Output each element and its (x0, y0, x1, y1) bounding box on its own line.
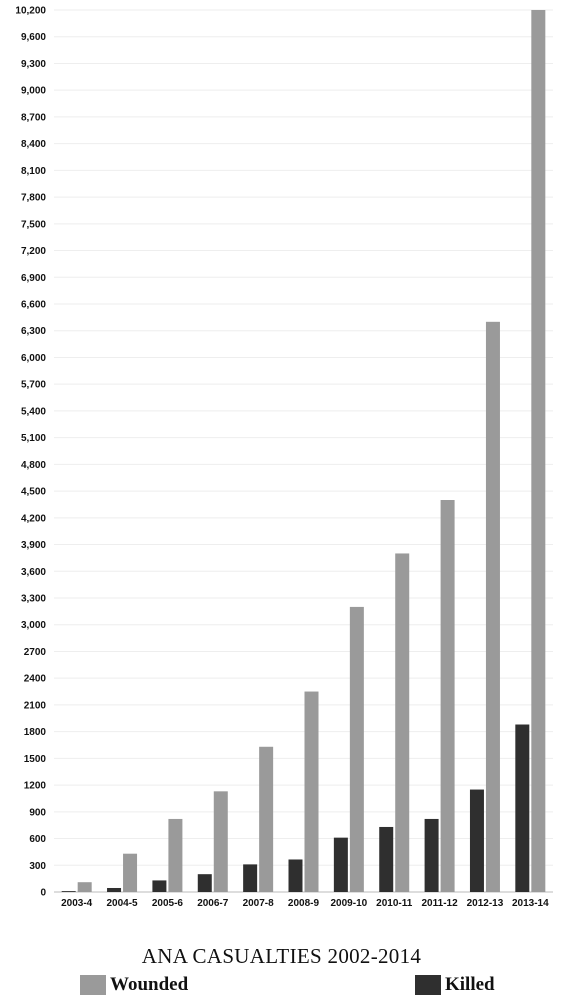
y-tick-label: 5,700 (21, 380, 46, 391)
y-tick-label: 5,400 (21, 406, 46, 417)
y-tick-label: 3,900 (21, 540, 46, 551)
bar-killed (152, 880, 167, 892)
legend-killed: Killed (415, 974, 495, 996)
x-tick-label: 2003-4 (61, 898, 93, 909)
y-tick-label: 5,100 (21, 433, 46, 444)
y-tick-label: 6,000 (21, 353, 46, 364)
x-axis-ticks: 2003-4 2004-5 2005-6 2006-7 2007-8 2008-9 2009… (61, 898, 549, 909)
bar-killed (469, 789, 484, 892)
bar-wounded (349, 606, 364, 892)
y-tick-label: 0 (40, 888, 46, 899)
y-tick-label: 7,200 (21, 246, 46, 257)
legend-killed-label: Killed (445, 974, 495, 995)
x-tick-label: 2012-13 (467, 898, 504, 909)
y-tick-label: 2100 (24, 700, 47, 711)
y-tick-label: 8,700 (21, 112, 46, 123)
y-tick-label: 9,300 (21, 59, 46, 70)
y-tick-label: 9,000 (21, 86, 46, 97)
y-axis-ticks: 0 300 600 900 1200 1500 1800 2100 2400 2700 3,000 3… (15, 6, 46, 899)
chart-title: ANA CASUALTIES 2002-2014 (141, 944, 422, 968)
x-tick-label: 2009-10 (331, 898, 368, 909)
legend-wounded-swatch (80, 975, 106, 995)
bar-killed (379, 826, 394, 892)
bar-wounded (531, 10, 546, 892)
bar-killed (61, 891, 76, 892)
bar-killed (107, 887, 122, 892)
x-tick-label: 2011-12 (422, 898, 459, 909)
x-tick-label: 2013-14 (512, 898, 549, 909)
y-tick-label: 8,100 (21, 166, 46, 177)
bar-wounded (395, 553, 410, 892)
y-tick-label: 9,600 (21, 32, 46, 43)
bar-killed (333, 837, 348, 892)
legend-wounded-label: Wounded (110, 974, 189, 995)
y-tick-label: 6,300 (21, 326, 46, 337)
y-tick-label: 3,600 (21, 567, 46, 578)
bar-wounded (259, 746, 274, 892)
bar-wounded (213, 791, 228, 892)
legend-killed-swatch (415, 975, 441, 995)
x-tick-label: 2006-7 (197, 898, 229, 909)
legend-wounded: Wounded (80, 974, 188, 996)
y-tick-label: 300 (29, 861, 46, 872)
y-tick-label: 7,800 (21, 193, 46, 204)
y-tick-label: 8,400 (21, 139, 46, 150)
y-tick-label: 10,200 (15, 6, 46, 17)
bar-wounded (123, 853, 138, 892)
y-tick-label: 600 (29, 834, 46, 845)
x-tick-label: 2010-11 (376, 898, 413, 909)
y-tick-label: 2700 (24, 647, 47, 658)
y-tick-label: 1800 (24, 727, 47, 738)
bar-killed (243, 864, 258, 892)
y-tick-label: 7,500 (21, 219, 46, 230)
y-tick-label: 6,900 (21, 273, 46, 284)
bar-killed (515, 724, 530, 892)
y-tick-label: 1200 (24, 781, 47, 792)
bars (61, 10, 546, 892)
bar-wounded (304, 691, 319, 892)
y-tick-label: 4,500 (21, 487, 46, 498)
y-tick-label: 3,300 (21, 594, 46, 605)
x-tick-label: 2007-8 (243, 898, 275, 909)
y-tick-label: 4,800 (21, 460, 46, 471)
y-tick-label: 2400 (24, 674, 47, 685)
x-tick-label: 2005-6 (152, 898, 184, 909)
y-tick-label: 900 (29, 807, 46, 818)
y-tick-label: 6,600 (21, 300, 46, 311)
y-tick-label: 1500 (24, 754, 47, 765)
bar-killed (424, 818, 439, 892)
x-tick-label: 2008-9 (288, 898, 320, 909)
bar-killed (197, 874, 212, 892)
bar-wounded (485, 321, 500, 892)
gridlines (54, 9, 553, 893)
y-tick-label: 3,000 (21, 620, 46, 631)
bar-killed (288, 859, 303, 892)
chart: 0 300 600 900 1200 1500 1800 2100 2400 2700 3,000 3… (15, 6, 553, 909)
bar-wounded (77, 882, 92, 892)
bar-wounded (440, 500, 455, 892)
y-tick-label: 4,200 (21, 513, 46, 524)
x-tick-label: 2004-5 (106, 898, 138, 909)
bar-wounded (168, 818, 183, 892)
